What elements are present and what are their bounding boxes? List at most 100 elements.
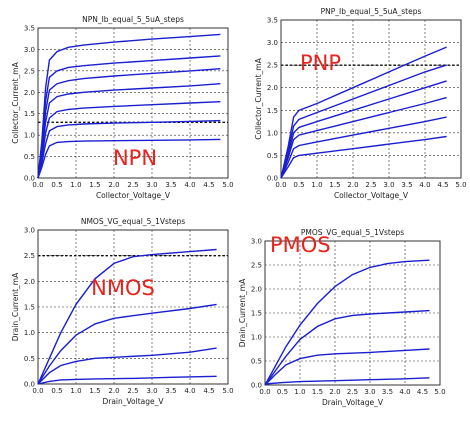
nmos-x-tick-label: 3.0 [146,387,157,395]
nmos-title: NMOS_VG_equal_5_1Vsteps [81,217,185,226]
pmos-y-tick-label: 1.5 [251,310,262,318]
pnp-x-tick-label: 1.5 [329,181,340,189]
pnp-x-tick-label: 1.0 [311,181,322,189]
pnp-x-tick-label: 2.0 [347,181,358,189]
pmos-y-tick-label: 1.0 [251,334,262,342]
pmos-y-tick-label: 0.0 [251,382,262,390]
pnp-y-tick-label: 1.0 [267,129,278,137]
pmos-series-2-line [264,348,430,386]
pmos-x-tick-label: 3.0 [364,388,375,396]
npn-y-tick-label: 1.0 [24,132,35,140]
pmos-y-tick-label: 0.5 [251,358,262,366]
pmos-x-tick-label: 0.5 [277,388,288,396]
pmos-series-3-line [264,309,430,386]
npn-series-2-line [37,119,221,179]
npn-y-tick-label: 0.5 [24,153,35,161]
nmos-y-tick-label: 3.0 [24,227,35,235]
npn-device-label: NPN [113,146,157,170]
pmos-x-tick-label: 2.5 [347,388,358,396]
pnp-y-tick-label: 3.5 [267,17,278,25]
npn-x-tick-label: 2.5 [127,181,138,189]
nmos-x-tick-label: 0.5 [51,387,62,395]
npn-y-tick-label: 3.0 [24,46,35,54]
npn-series-1-line [37,138,221,179]
nmos-x-tick-label: 2.0 [108,387,119,395]
npn-y-tick-label: 1.5 [24,110,35,118]
pmos-chart: PMOS_VG_equal_5_1Vsteps 0.0 0.5 1.0 1.5 2.0 2.… [238,228,446,407]
pmos-series-4-line [264,259,430,386]
nmos-x-tick-label: 5.0 [222,387,233,395]
pnp-series-1-line [280,135,447,179]
pmos-x-tick-label: 1.0 [294,388,305,396]
nmos-y-tick-label: 2.5 [24,252,35,260]
pnp-title: PNP_Ib_equal_5_5uA_steps [321,7,422,16]
npn-x-tick-label: 1.0 [70,181,81,189]
pmos-y-tick-label: 2.5 [251,262,262,270]
npn-x-tick-label: 3.0 [146,181,157,189]
nmos-series-1-line [37,375,217,385]
pnp-series-2-line [280,116,447,179]
npn-series-7-line [37,33,221,179]
pmos-x-tick-label: 1.5 [312,388,323,396]
nmos-x-tick-label: 1.0 [70,387,81,395]
npn-plot-frame [37,27,229,179]
pnp-x-axis-label: Collector_Voltage_V [334,191,409,200]
pnp-y-tick-label: 0.0 [267,175,278,183]
pmos-series-1-line [264,377,430,385]
pnp-x-tick-label: 3.0 [383,181,394,189]
npn-y-tick-label: 2.5 [24,67,35,75]
nmos-series-3-line [37,303,217,385]
npn-x-tick-label: 2.0 [108,181,119,189]
npn-x-tick-label: 4.5 [203,181,214,189]
pnp-plot-frame [280,19,462,179]
npn-x-tick-label: 3.5 [165,181,176,189]
nmos-x-tick-label: 4.0 [184,387,195,395]
nmos-x-axis-label: Drain_Voltage_V [102,397,164,406]
nmos-chart: NMOS_VG_equal_5_1Vsteps 0.0 0.5 1.0 1.5 2.0 2.… [11,217,234,406]
npn-x-tick-label: 4.0 [184,181,195,189]
pnp-x-tick-label: 5.0 [455,181,466,189]
pmos-x-tick-label: 0.0 [259,388,270,396]
pmos-y-tick-label: 2.0 [251,286,262,294]
pmos-x-axis-label: Drain_Voltage_V [322,398,384,407]
nmos-y-tick-label: 2.0 [24,278,35,286]
pnp-chart: PNP_Ib_equal_5_5uA_steps 0.0 0.5 1.0 1.5 2.0 2… [254,7,467,200]
pnp-y-tick-label: 2.5 [267,62,278,70]
pnp-x-tick-label: 0.5 [293,181,304,189]
pnp-x-tick-label: 3.5 [401,181,412,189]
pnp-x-tick-label: 0.0 [275,181,286,189]
npn-y-tick-label: 3.5 [24,25,35,33]
nmos-x-tick-label: 3.5 [165,387,176,395]
nmos-x-tick-label: 2.5 [127,387,138,395]
pmos-y-tick-label: 3.0 [251,238,262,246]
pmos-x-tick-label: 2.0 [329,388,340,396]
pnp-series-4-line [280,80,447,179]
nmos-x-tick-label: 4.5 [203,387,214,395]
nmos-y-tick-label: 1.5 [24,304,35,312]
pmos-x-tick-label: 4.5 [417,388,428,396]
pmos-title: PMOS_VG_equal_5_1Vsteps [301,228,404,237]
pnp-y-tick-label: 3.0 [267,39,278,47]
pnp-y-tick-label: 0.5 [267,152,278,160]
nmos-y-axis-label: Drain_Current_mA [11,272,20,341]
npn-x-tick-label: 0.0 [32,181,43,189]
pnp-series-6-line [280,46,447,179]
pnp-series-5-line [280,64,447,179]
pmos-y-axis-label: Drain_Current_mA [238,278,247,347]
nmos-series-2-line [37,347,217,385]
nmos-y-tick-label: 1.0 [24,329,35,337]
nmos-y-tick-label: 0.0 [24,381,35,389]
npn-series-4-line [37,83,221,179]
npn-y-tick-label: 0.0 [24,175,35,183]
nmos-x-tick-label: 0.0 [32,387,43,395]
npn-chart: NPN_Ib_equal_5_5uA_steps 0.0 0.5 1.0 1.5 2.0 2… [11,15,234,200]
nmos-plot-frame [37,229,229,385]
pnp-x-tick-label: 2.5 [365,181,376,189]
npn-series-3-line [37,101,221,179]
pnp-x-tick-label: 4.0 [419,181,430,189]
pmos-device-label: PMOS [270,233,331,257]
npn-title: NPN_Ib_equal_5_5uA_steps [82,15,184,24]
npn-y-tick-label: 2.0 [24,89,35,97]
pmos-x-tick-label: 5.0 [434,388,445,396]
